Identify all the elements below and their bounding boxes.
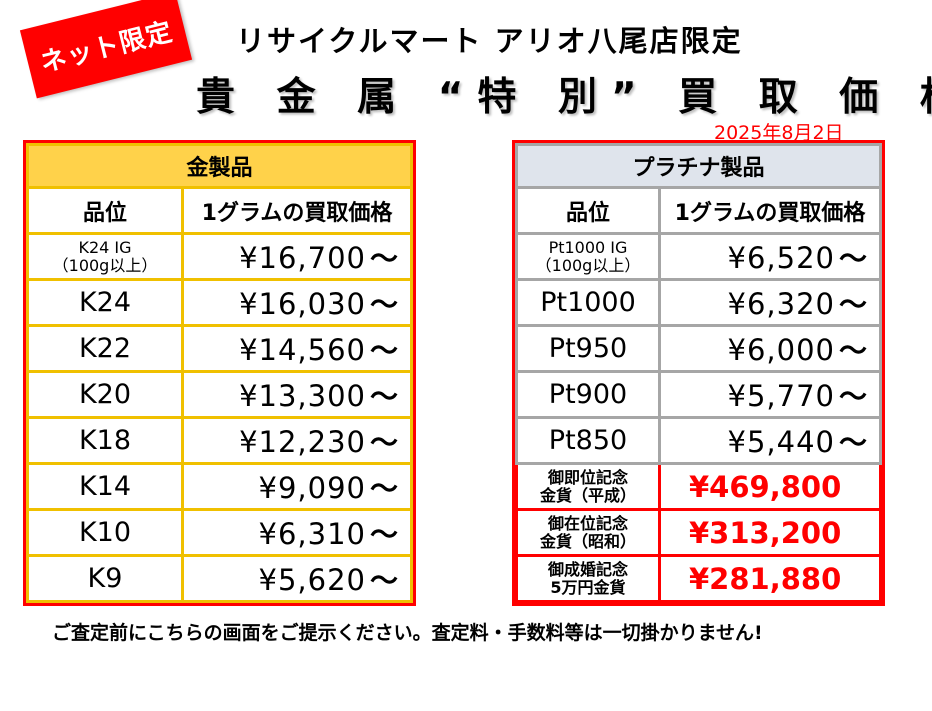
grade-sub-label: （100g以上） <box>535 255 641 275</box>
price-value: ¥5,440 <box>727 424 835 459</box>
gold-col-price: 1グラムの買取価格 <box>181 186 413 235</box>
price-value: ¥16,700 <box>239 240 366 275</box>
net-limited-badge: ネット限定 <box>19 0 193 99</box>
price-cell: ¥5,440 ～ <box>658 416 882 465</box>
badge-text: ネット限定 <box>37 16 176 79</box>
table-row: 御成婚記念 5万円金貨 ¥281,880 <box>515 554 882 603</box>
table-row: K24 ¥16,030 ～ <box>26 278 413 327</box>
coin-name-cell: 御在位記念 金貨（昭和） <box>515 508 661 557</box>
tilde-mark: ～ <box>369 425 398 459</box>
price-cell: ¥14,560 ～ <box>181 324 413 373</box>
grade-cell: K24 <box>26 278 184 327</box>
table-row: K20 ¥13,300 ～ <box>26 370 413 419</box>
table-row: Pt850 ¥5,440 ～ <box>515 416 882 465</box>
price-value: ¥6,310 <box>258 516 366 551</box>
price-cell: ¥6,320 ～ <box>658 278 882 327</box>
table-row: Pt900 ¥5,770 ～ <box>515 370 882 419</box>
tilde-mark: ～ <box>838 425 867 459</box>
platinum-col-grade: 品位 <box>515 186 661 235</box>
grade-cell: Pt1000 <box>515 278 661 327</box>
grade-cell: Pt900 <box>515 370 661 419</box>
tilde-mark: ～ <box>369 517 398 551</box>
grade-cell: K22 <box>26 324 184 373</box>
table-row: K18 ¥12,230 ～ <box>26 416 413 465</box>
price-cell: ¥5,770 ～ <box>658 370 882 419</box>
grade-cell: K9 <box>26 554 184 603</box>
coin-name-line2: 金貨（平成） <box>539 485 636 505</box>
tilde-mark: ～ <box>838 333 867 367</box>
coin-price: ¥313,200 <box>658 508 882 557</box>
table-row: Pt1000 ¥6,320 ～ <box>515 278 882 327</box>
price-value: ¥14,560 <box>239 332 366 367</box>
grade-cell: Pt950 <box>515 324 661 373</box>
platinum-table-title: プラチナ製品 <box>515 143 882 189</box>
table-row: 御即位記念 金貨（平成） ¥469,800 <box>515 462 882 511</box>
price-value: ¥6,320 <box>727 286 835 321</box>
platinum-price-table: プラチナ製品 品位 1グラムの買取価格 Pt1000 IG （100g以上） ¥… <box>512 140 885 606</box>
coin-name-line1: 御成婚記念 <box>547 559 628 579</box>
tilde-mark: ～ <box>838 241 867 275</box>
tilde-mark: ～ <box>369 471 398 505</box>
table-row: K9 ¥5,620 ～ <box>26 554 413 603</box>
price-value: ¥6,000 <box>727 332 835 367</box>
table-row: K24 IG （100g以上） ¥16,700 ～ <box>26 232 413 281</box>
price-cell: ¥6,520 ～ <box>658 232 882 281</box>
gold-price-table: 金製品 品位 1グラムの買取価格 K24 IG （100g以上） ¥16,700… <box>23 140 416 606</box>
table-row: K14 ¥9,090 ～ <box>26 462 413 511</box>
grade-cell: K14 <box>26 462 184 511</box>
price-cell: ¥6,310 ～ <box>181 508 413 557</box>
price-cell: ¥6,000 ～ <box>658 324 882 373</box>
tilde-mark: ～ <box>838 379 867 413</box>
price-cell: ¥16,030 ～ <box>181 278 413 327</box>
coin-price: ¥469,800 <box>658 462 882 511</box>
platinum-col-price: 1グラムの買取価格 <box>658 186 882 235</box>
table-row: K22 ¥14,560 ～ <box>26 324 413 373</box>
grade-cell: K24 IG （100g以上） <box>26 232 184 281</box>
tilde-mark: ～ <box>369 379 398 413</box>
table-row: Pt1000 IG （100g以上） ¥6,520 ～ <box>515 232 882 281</box>
grade-cell: Pt850 <box>515 416 661 465</box>
price-value: ¥5,620 <box>258 562 366 597</box>
coin-name-line1: 御即位記念 <box>547 467 628 487</box>
table-row: 御在位記念 金貨（昭和） ¥313,200 <box>515 508 882 557</box>
price-date: 2025年8月2日 <box>714 122 844 144</box>
price-value: ¥13,300 <box>239 378 366 413</box>
price-cell: ¥16,700 ～ <box>181 232 413 281</box>
grade-cell: Pt1000 IG （100g以上） <box>515 232 661 281</box>
grade-cell: K18 <box>26 416 184 465</box>
price-cell: ¥13,300 ～ <box>181 370 413 419</box>
coin-price: ¥281,880 <box>658 554 882 603</box>
price-value: ¥16,030 <box>239 286 366 321</box>
price-value: ¥5,770 <box>727 378 835 413</box>
price-cell: ¥5,620 ～ <box>181 554 413 603</box>
grade-cell: K20 <box>26 370 184 419</box>
coin-name-line2: 金貨（昭和） <box>539 531 636 551</box>
gold-col-grade: 品位 <box>26 186 184 235</box>
coin-name-line2: 5万円金貨 <box>550 577 626 597</box>
table-row: Pt950 ¥6,000 ～ <box>515 324 882 373</box>
tilde-mark: ～ <box>369 563 398 597</box>
price-cell: ¥9,090 ～ <box>181 462 413 511</box>
grade-label: K24 IG <box>78 237 132 257</box>
grade-label: Pt1000 IG <box>548 237 628 257</box>
tilde-mark: ～ <box>369 333 398 367</box>
tilde-mark: ～ <box>838 287 867 321</box>
gold-table-title: 金製品 <box>26 143 413 189</box>
coin-name-cell: 御即位記念 金貨（平成） <box>515 462 661 511</box>
tilde-mark: ～ <box>369 241 398 275</box>
price-value: ¥6,520 <box>727 240 835 275</box>
page-title: 貴 金 属 “特 別” 買 取 価 格 <box>196 75 932 120</box>
price-value: ¥12,230 <box>239 424 366 459</box>
table-row: K10 ¥6,310 ～ <box>26 508 413 557</box>
grade-cell: K10 <box>26 508 184 557</box>
price-cell: ¥12,230 ～ <box>181 416 413 465</box>
grade-sub-label: （100g以上） <box>52 255 158 275</box>
coin-name-line1: 御在位記念 <box>547 513 628 533</box>
price-value: ¥9,090 <box>258 470 366 505</box>
coin-name-cell: 御成婚記念 5万円金貨 <box>515 554 661 603</box>
store-name: リサイクルマート アリオ八尾店限定 <box>236 24 743 58</box>
footer-note: ご査定前にこちらの画面をご提示ください。査定料・手数料等は一切掛かりません! <box>52 622 763 644</box>
tilde-mark: ～ <box>369 287 398 321</box>
